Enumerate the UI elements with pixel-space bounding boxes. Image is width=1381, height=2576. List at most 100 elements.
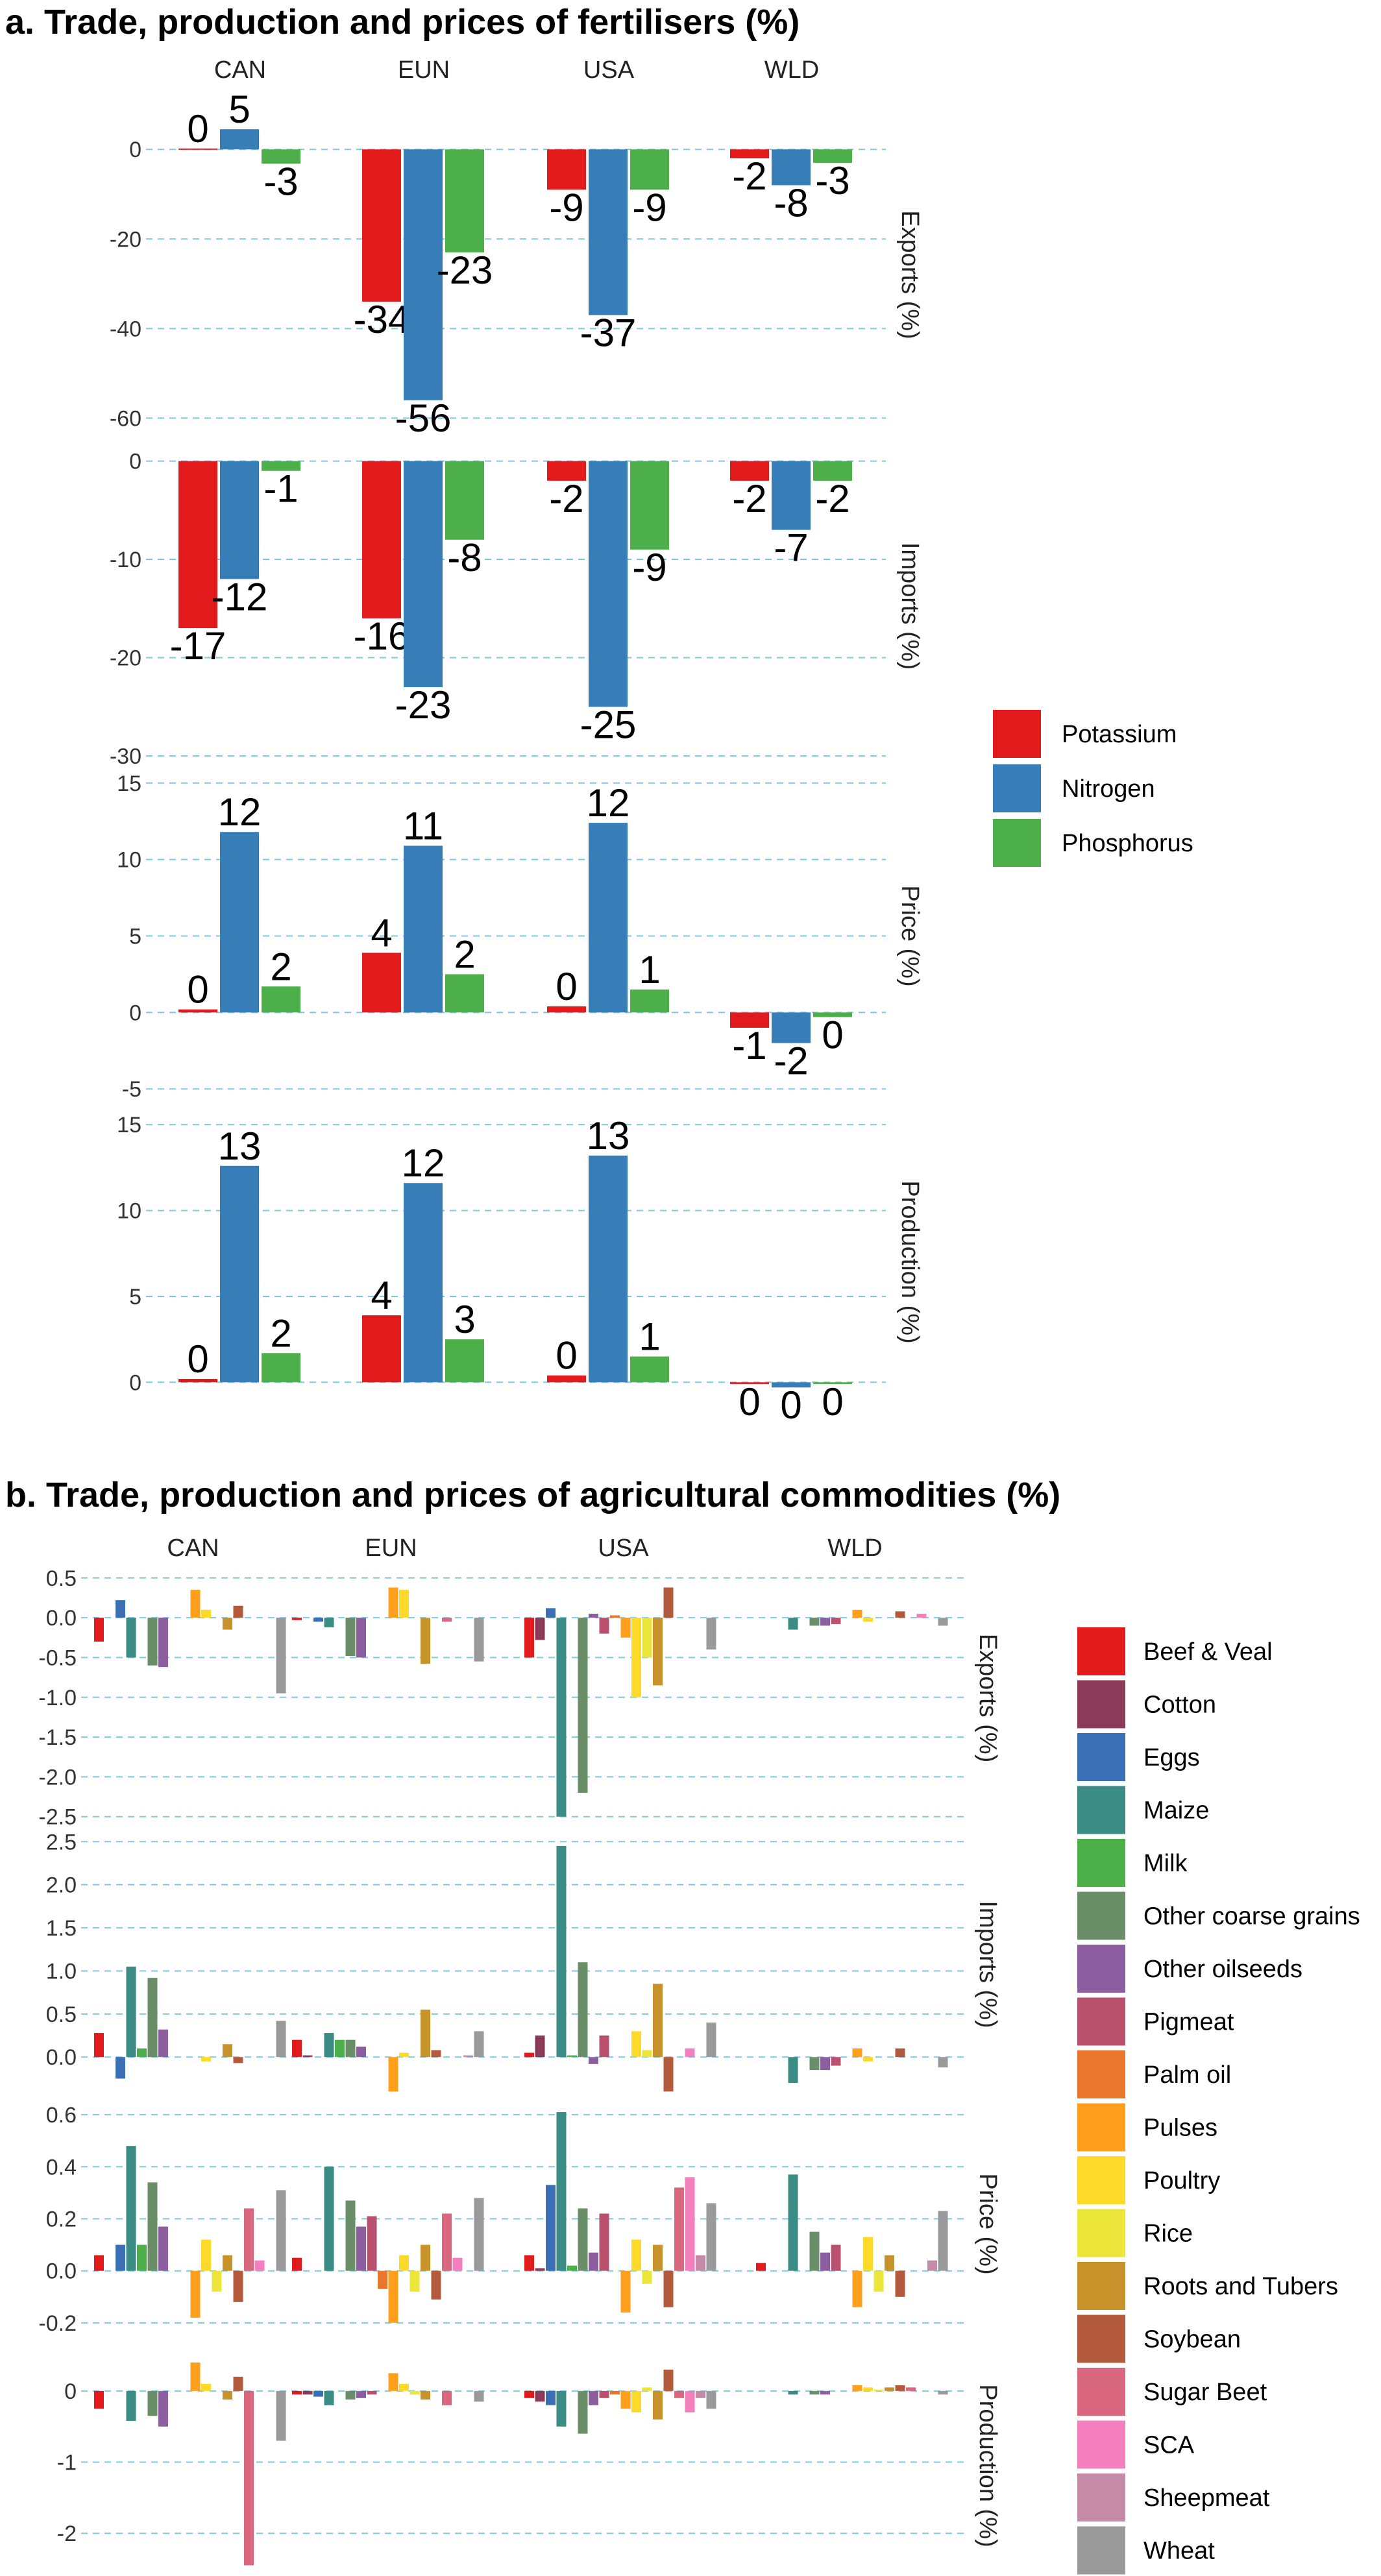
data-label: -9 bbox=[632, 546, 666, 589]
bar-potassium bbox=[178, 461, 217, 629]
legend-swatch-cotton bbox=[1077, 1680, 1125, 1729]
data-label: 5 bbox=[228, 88, 250, 131]
legend-swatch-maize bbox=[1077, 1786, 1125, 1834]
y-tick-label: 0.0 bbox=[46, 2259, 77, 2284]
facet-label-eun: EUN bbox=[398, 56, 450, 84]
bar-wheat bbox=[706, 2203, 716, 2271]
bar-pulses bbox=[388, 1587, 398, 1618]
data-label: -23 bbox=[437, 249, 493, 292]
chart-a-title: a. Trade, production and prices of ferti… bbox=[5, 3, 800, 42]
y-tick-label: -1 bbox=[57, 2451, 77, 2475]
bar-potassium bbox=[547, 149, 586, 190]
bar-nitrogen bbox=[589, 1155, 628, 1383]
bar-sca bbox=[452, 2257, 463, 2271]
bar-other-oilseeds bbox=[589, 1614, 598, 1618]
bar-soybean bbox=[233, 2376, 243, 2391]
bar-milk bbox=[137, 2244, 147, 2271]
bar-other-coarse-grains bbox=[345, 2390, 356, 2400]
bar-nitrogen bbox=[772, 1012, 811, 1043]
bar-roots-and-tubers bbox=[223, 2255, 232, 2271]
bar-beef-veal bbox=[524, 2390, 534, 2398]
bar-soybean bbox=[895, 2385, 905, 2391]
bar-maize bbox=[324, 2033, 334, 2058]
legend-label-roots-and-tubers: Roots and Tubers bbox=[1143, 2273, 1338, 2300]
bar-beef-veal bbox=[524, 2052, 534, 2058]
bar-sheepmeat bbox=[463, 2055, 473, 2058]
bar-beef-veal bbox=[292, 2039, 302, 2058]
bar-sugar-beet bbox=[906, 2387, 916, 2391]
legend-swatch-pulses bbox=[1077, 2103, 1125, 2152]
bar-potassium bbox=[547, 1375, 586, 1383]
y-tick-label: 0.0 bbox=[46, 1606, 77, 1631]
data-label: -37 bbox=[580, 311, 637, 355]
data-label: 0 bbox=[739, 1380, 760, 1424]
data-label: -2 bbox=[774, 1039, 808, 1083]
facet-label-usa: USA bbox=[598, 1535, 649, 1562]
bar-poultry bbox=[201, 2383, 211, 2391]
bar-sheepmeat bbox=[696, 2255, 705, 2271]
data-label: 0 bbox=[187, 1337, 208, 1381]
bar-other-oilseeds bbox=[356, 2390, 366, 2398]
bar-beef-veal bbox=[292, 1618, 302, 1620]
y-tick-label: 0 bbox=[129, 138, 141, 162]
bar-poultry bbox=[201, 2239, 211, 2271]
bar-roots-and-tubers bbox=[653, 2244, 663, 2271]
bar-eggs bbox=[546, 2185, 556, 2271]
bar-pigmeat bbox=[599, 2213, 609, 2271]
bar-rice bbox=[409, 2270, 420, 2292]
legend-label-sheepmeat: Sheepmeat bbox=[1143, 2485, 1270, 2512]
bar-potassium bbox=[730, 461, 769, 481]
bar-sca bbox=[685, 2048, 695, 2058]
data-label: 4 bbox=[371, 911, 392, 954]
panel-y-label: Exports (%) bbox=[974, 1634, 1001, 1762]
legend-swatch-sugar-beet bbox=[1077, 2368, 1125, 2416]
bar-maize bbox=[788, 1618, 798, 1630]
bar-beef-veal bbox=[756, 2263, 766, 2271]
bar-soybean bbox=[663, 1587, 674, 1618]
legend-label-palm-oil: Palm oil bbox=[1143, 2061, 1231, 2089]
bar-phosphorus bbox=[262, 1353, 300, 1383]
data-label: -3 bbox=[263, 160, 298, 203]
bar-palm-oil bbox=[378, 2270, 387, 2289]
legend-swatch-soybean bbox=[1077, 2315, 1125, 2363]
y-tick-label: 0.5 bbox=[46, 1566, 77, 1591]
legend-swatch-sca bbox=[1077, 2420, 1125, 2469]
bar-poultry bbox=[631, 1618, 641, 1697]
y-tick-label: -20 bbox=[110, 227, 141, 252]
y-tick-label: 2.5 bbox=[46, 1830, 77, 1854]
bar-phosphorus bbox=[445, 974, 484, 1013]
bar-maize bbox=[126, 1966, 136, 2058]
y-tick-label: 0.2 bbox=[46, 2207, 77, 2231]
bar-milk bbox=[567, 2055, 577, 2058]
bar-pulses bbox=[620, 1618, 631, 1638]
bar-nitrogen bbox=[404, 461, 443, 687]
bar-potassium bbox=[547, 1006, 586, 1013]
bar-phosphorus bbox=[262, 986, 300, 1013]
legend-swatch-poultry bbox=[1077, 2156, 1125, 2204]
data-label: -2 bbox=[549, 477, 583, 520]
bar-palm-oil bbox=[610, 2390, 620, 2395]
bar-phosphorus bbox=[630, 149, 669, 190]
bar-poultry bbox=[863, 2237, 873, 2271]
data-label: -1 bbox=[263, 467, 298, 511]
legend-swatch-potassium bbox=[993, 710, 1041, 758]
legend-label-pulses: Pulses bbox=[1143, 2115, 1217, 2142]
bar-palm-oil bbox=[610, 1615, 620, 1618]
bar-phosphorus bbox=[813, 1382, 852, 1384]
bar-sheepmeat bbox=[696, 2390, 705, 2398]
y-tick-label: 2.0 bbox=[46, 1873, 77, 1898]
bar-pigmeat bbox=[831, 1618, 841, 1624]
legend-label-beef-veal: Beef & Veal bbox=[1143, 1638, 1273, 1666]
bar-pulses bbox=[620, 2390, 631, 2409]
y-tick-label: 0.5 bbox=[46, 2002, 77, 2027]
bar-rice bbox=[212, 2270, 222, 2292]
y-tick-label: -2.5 bbox=[38, 1805, 77, 1830]
data-label: -56 bbox=[395, 396, 452, 440]
bar-beef-veal bbox=[524, 1618, 534, 1658]
bar-nitrogen bbox=[772, 461, 811, 530]
bar-other-coarse-grains bbox=[578, 1618, 588, 1793]
data-label: -8 bbox=[447, 536, 482, 579]
y-tick-label: -1.5 bbox=[38, 1725, 77, 1750]
